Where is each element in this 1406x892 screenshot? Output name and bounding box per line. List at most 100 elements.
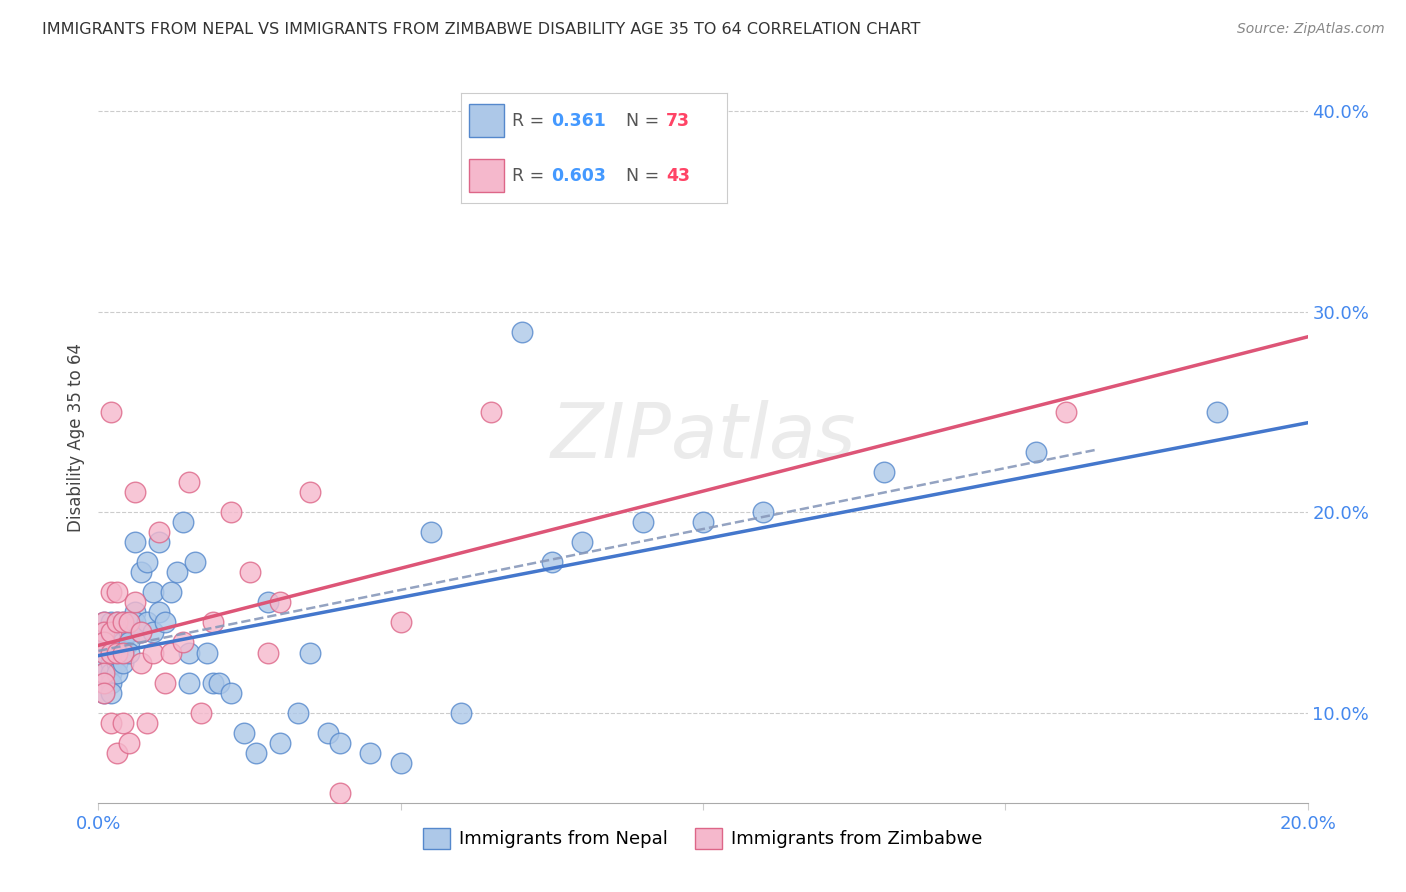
Point [93,646,115,660]
Point [105,615,128,630]
Point [93,625,115,640]
Y-axis label: Disability Age 35 to 64: Disability Age 35 to 64 [66,343,84,532]
Point [100,715,122,730]
Point [299,485,322,500]
Point [184,555,207,569]
Point [153,675,176,690]
Point [135,715,157,730]
Point [111,646,134,660]
Point [100,665,122,680]
Point [124,595,146,609]
Point [93,615,115,630]
Point [221,685,243,699]
Point [232,725,254,739]
Point [142,646,165,660]
Point [100,685,122,699]
Point [93,635,115,649]
Point [100,625,122,640]
Point [100,635,122,649]
Point [111,615,134,630]
Point [93,665,115,680]
Point [450,706,472,720]
Point [129,656,152,670]
Point [256,595,278,609]
Point [329,786,352,800]
Point [166,566,188,580]
Point [111,646,134,660]
Point [111,635,134,649]
Point [93,685,115,699]
Point [269,595,291,609]
Point [142,625,165,640]
Point [111,715,134,730]
Point [105,625,128,640]
Point [124,535,146,549]
Point [148,535,170,549]
Point [124,485,146,500]
Point [124,615,146,630]
Point [93,656,115,670]
Point [124,606,146,620]
Point [105,646,128,660]
Point [105,635,128,649]
Point [142,585,165,599]
Point [269,736,291,750]
Point [1054,405,1077,419]
Point [148,525,170,540]
Point [510,325,533,339]
Point [873,465,896,479]
Point [172,635,194,649]
Text: ZIPatlas: ZIPatlas [550,401,856,474]
Point [135,615,157,630]
Point [93,685,115,699]
Point [105,656,128,670]
Point [202,675,225,690]
Point [93,675,115,690]
Point [179,646,201,660]
Text: IMMIGRANTS FROM NEPAL VS IMMIGRANTS FROM ZIMBABWE DISABILITY AGE 35 TO 64 CORREL: IMMIGRANTS FROM NEPAL VS IMMIGRANTS FROM… [42,22,921,37]
Point [129,625,152,640]
Point [316,725,339,739]
Point [389,756,412,770]
Point [118,635,141,649]
Text: Source: ZipAtlas.com: Source: ZipAtlas.com [1237,22,1385,37]
Point [752,505,775,519]
Point [129,566,152,580]
Point [1206,405,1229,419]
Point [692,515,714,529]
Point [100,656,122,670]
Point [256,646,278,660]
Point [105,585,128,599]
Point [481,405,503,419]
Point [118,625,141,640]
Point [100,675,122,690]
Point [93,675,115,690]
Point [239,566,262,580]
Point [100,585,122,599]
Point [172,515,194,529]
Point [93,625,115,640]
Point [420,525,443,540]
Point [195,646,218,660]
Point [299,646,322,660]
Point [208,675,231,690]
Point [148,606,170,620]
Point [389,615,412,630]
Point [105,646,128,660]
Point [571,535,593,549]
Point [540,555,562,569]
Point [1024,445,1046,459]
Point [105,615,128,630]
Point [105,746,128,760]
Point [129,625,152,640]
Point [100,646,122,660]
Point [360,746,382,760]
Point [245,746,267,760]
Point [93,665,115,680]
Point [329,736,352,750]
Point [105,665,128,680]
Point [190,706,212,720]
Point [93,615,115,630]
Point [179,675,201,690]
Point [100,625,122,640]
